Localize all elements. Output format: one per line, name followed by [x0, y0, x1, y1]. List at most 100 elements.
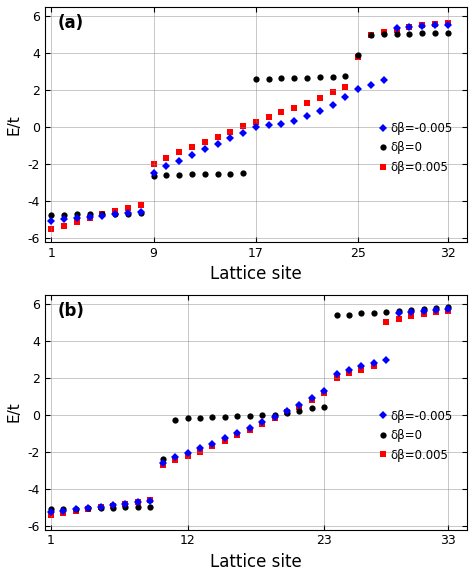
δβ=0.005 — [446, 307, 451, 314]
δβ=0.005 — [160, 461, 165, 468]
δβ=0 — [317, 74, 323, 81]
δβ=0 — [292, 75, 297, 81]
δβ=0 — [202, 171, 208, 177]
δβ=0 — [61, 211, 67, 218]
δβ=0.005 — [321, 389, 327, 396]
δβ=-0.005 — [73, 506, 79, 513]
δβ=0.005 — [215, 134, 220, 140]
δβ=0 — [304, 74, 310, 81]
δβ=0.005 — [408, 313, 414, 320]
δβ=-0.005 — [321, 387, 327, 394]
δβ=0.005 — [164, 154, 169, 161]
Line: δβ=0: δβ=0 — [48, 29, 451, 218]
δβ=0.005 — [346, 370, 352, 377]
δβ=-0.005 — [432, 22, 438, 29]
δβ=-0.005 — [359, 362, 365, 369]
δβ=0.005 — [189, 143, 195, 150]
δβ=0.005 — [235, 432, 240, 439]
δβ=0 — [210, 414, 215, 421]
δβ=-0.005 — [292, 117, 297, 124]
Text: (a): (a) — [57, 14, 83, 32]
δβ=-0.005 — [189, 151, 195, 158]
δβ=-0.005 — [135, 499, 141, 506]
δβ=0 — [228, 170, 233, 177]
δβ=0 — [123, 504, 128, 511]
δβ=-0.005 — [100, 212, 105, 219]
δβ=0 — [272, 412, 277, 418]
δβ=-0.005 — [210, 440, 215, 447]
δβ=-0.005 — [304, 113, 310, 120]
δβ=-0.005 — [240, 129, 246, 136]
δβ=0.005 — [48, 225, 54, 232]
δβ=0.005 — [151, 161, 156, 168]
δβ=0.005 — [292, 105, 297, 112]
δβ=0.005 — [247, 426, 253, 433]
δβ=0 — [151, 173, 156, 180]
δβ=-0.005 — [125, 209, 131, 216]
δβ=0.005 — [309, 397, 315, 403]
δβ=0.005 — [197, 449, 203, 455]
δβ=0 — [110, 505, 116, 512]
δβ=0 — [371, 309, 377, 316]
δβ=0 — [321, 404, 327, 411]
Line: δβ=0: δβ=0 — [48, 303, 452, 513]
δβ=0.005 — [432, 20, 438, 27]
δβ=0.005 — [356, 53, 361, 60]
δβ=0 — [235, 413, 240, 420]
δβ=-0.005 — [433, 307, 439, 314]
δβ=0 — [421, 306, 427, 313]
δβ=-0.005 — [74, 214, 80, 221]
δβ=0 — [284, 410, 290, 417]
δβ=0 — [407, 30, 412, 37]
δβ=-0.005 — [317, 107, 323, 114]
δβ=0 — [173, 416, 178, 423]
δβ=0.005 — [61, 510, 66, 517]
δβ=0 — [138, 209, 144, 216]
δβ=0 — [343, 73, 348, 80]
Line: δβ=0.005: δβ=0.005 — [48, 20, 450, 232]
δβ=0.005 — [125, 205, 131, 212]
δβ=0 — [253, 76, 259, 83]
Text: (b): (b) — [57, 302, 84, 320]
δβ=0.005 — [368, 31, 374, 38]
δβ=-0.005 — [110, 502, 116, 509]
δβ=0 — [61, 505, 66, 512]
δβ=0.005 — [100, 211, 105, 218]
δβ=-0.005 — [173, 454, 178, 461]
δβ=-0.005 — [247, 424, 253, 431]
δβ=0.005 — [85, 506, 91, 513]
δβ=0 — [309, 405, 315, 412]
δβ=0.005 — [266, 114, 272, 121]
δβ=0.005 — [371, 362, 377, 369]
δβ=-0.005 — [123, 500, 128, 507]
δβ=0.005 — [297, 403, 302, 410]
δβ=0.005 — [98, 504, 103, 511]
δβ=-0.005 — [371, 360, 377, 366]
δβ=0 — [135, 504, 141, 511]
δβ=0 — [279, 75, 284, 81]
δβ=-0.005 — [368, 81, 374, 88]
δβ=0.005 — [110, 502, 116, 509]
δβ=0.005 — [74, 218, 80, 225]
δβ=0.005 — [210, 443, 215, 450]
δβ=0.005 — [330, 88, 336, 95]
δβ=0 — [356, 51, 361, 58]
δβ=-0.005 — [151, 169, 156, 176]
δβ=0 — [222, 413, 228, 420]
δβ=0 — [408, 307, 414, 314]
δβ=0 — [266, 75, 272, 82]
δβ=0.005 — [279, 109, 284, 116]
δβ=0 — [176, 171, 182, 178]
δβ=0.005 — [48, 512, 54, 518]
δβ=0.005 — [304, 100, 310, 107]
δβ=-0.005 — [445, 21, 451, 28]
δβ=-0.005 — [197, 444, 203, 451]
δβ=0.005 — [135, 498, 141, 505]
δβ=0 — [197, 414, 203, 421]
δβ=0.005 — [272, 415, 277, 422]
Legend: δβ=-0.005, δβ=0, δβ=0.005: δβ=-0.005, δβ=0, δβ=0.005 — [376, 117, 457, 179]
δβ=-0.005 — [356, 86, 361, 93]
δβ=-0.005 — [279, 120, 284, 127]
δβ=0 — [189, 171, 195, 178]
δβ=0.005 — [185, 452, 191, 459]
